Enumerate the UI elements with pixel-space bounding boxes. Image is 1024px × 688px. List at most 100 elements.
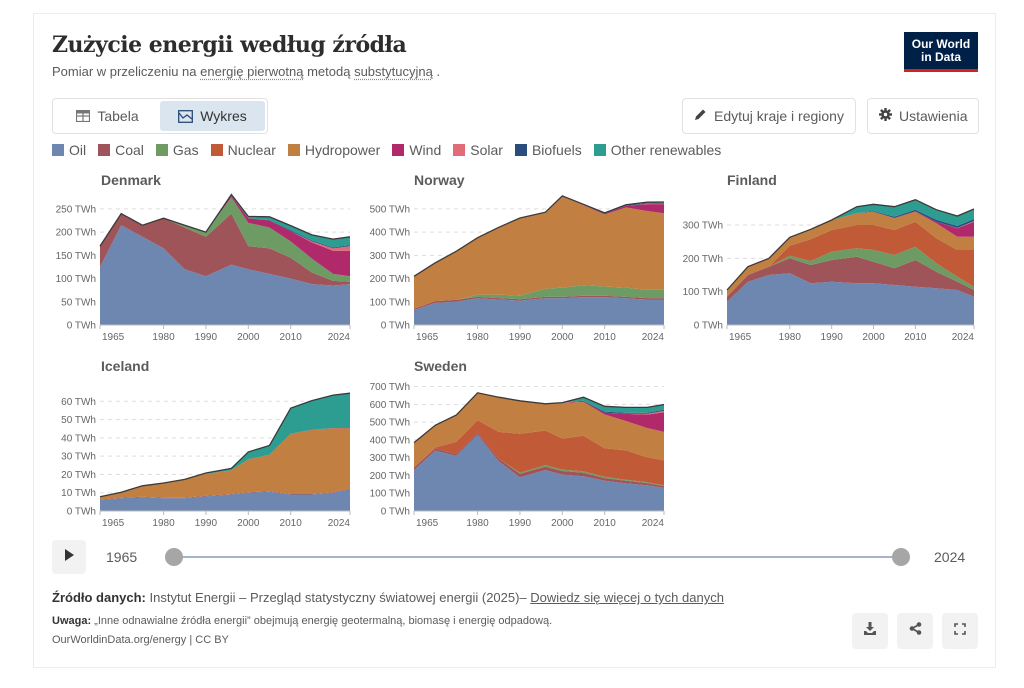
x-tick-label: 2000 [551, 332, 574, 343]
legend-swatch [392, 144, 405, 156]
area-oil[interactable] [414, 297, 664, 325]
timeline-start-handle[interactable] [165, 548, 183, 566]
legend-item-oil[interactable]: Oil [52, 142, 86, 158]
owid-logo[interactable]: Our World in Data [904, 32, 978, 72]
area-oil[interactable] [727, 273, 974, 325]
area-gas[interactable] [414, 285, 664, 309]
download-button[interactable] [852, 613, 888, 649]
note-label: Uwaga: [52, 615, 92, 627]
legend-item-hydropower[interactable]: Hydropower [287, 142, 380, 158]
x-tick-label: 1990 [509, 518, 532, 529]
area-other-renewables[interactable] [414, 195, 664, 277]
legend-label: Solar [470, 142, 503, 158]
panel-title-sweden: Sweden [414, 358, 467, 374]
area-coal[interactable] [100, 213, 350, 286]
x-tick-label: 2024 [328, 518, 351, 529]
area-hydropower[interactable] [414, 392, 664, 468]
y-tick-label: 40 TWh [61, 433, 96, 444]
legend-item-coal[interactable]: Coal [98, 142, 144, 158]
y-tick-label: 100 TWh [370, 297, 410, 308]
area-coal[interactable] [414, 295, 664, 310]
tab-chart[interactable]: Wykres [160, 101, 265, 131]
play-button[interactable] [52, 540, 86, 574]
area-gas[interactable] [100, 197, 350, 282]
area-other-renewables[interactable] [100, 194, 350, 248]
y-tick-label: 250 TWh [56, 204, 96, 215]
area-coal[interactable] [414, 432, 664, 488]
total-outline [99, 392, 351, 498]
share-button[interactable] [897, 613, 933, 649]
legend-swatch [210, 144, 223, 156]
x-tick-label: 2024 [642, 332, 665, 343]
legend-label: Wind [409, 142, 442, 158]
x-tick-label: 1980 [152, 332, 175, 343]
chart-icon [178, 109, 194, 123]
legend-item-wind[interactable]: Wind [392, 142, 441, 158]
y-tick-label: 50 TWh [61, 297, 96, 308]
area-nuclear[interactable] [727, 221, 974, 297]
legend-swatch [98, 144, 111, 156]
x-tick-label: 1980 [779, 332, 802, 343]
area-oil[interactable] [414, 434, 664, 511]
legend-item-other-renewables[interactable]: Other renewables [593, 142, 722, 158]
legend-swatch [453, 144, 466, 156]
x-tick-label: 2010 [904, 332, 927, 343]
y-tick-label: 200 TWh [56, 228, 96, 239]
area-hydropower[interactable] [414, 195, 664, 309]
y-tick-label: 50 TWh [61, 415, 96, 426]
license-line[interactable]: OurWorldinData.org/energy | CC BY [52, 634, 229, 646]
area-coal[interactable] [727, 256, 974, 302]
area-nuclear[interactable] [414, 420, 664, 486]
x-tick-label: 2010 [280, 518, 303, 529]
y-tick-label: 0 TWh [381, 321, 410, 332]
view-tabs: Tabela Wykres [52, 98, 268, 134]
legend-item-gas[interactable]: Gas [155, 142, 199, 158]
share-icon [909, 622, 922, 640]
primary-energy-link[interactable]: energię pierwotną [200, 64, 304, 79]
x-tick-label: 2010 [594, 332, 617, 343]
y-tick-label: 200 TWh [370, 274, 410, 285]
timeline: 1965 2024 [52, 540, 982, 574]
panel-title-iceland: Iceland [101, 358, 150, 374]
source-label: Źródło danych: [52, 590, 146, 605]
fullscreen-button[interactable] [942, 613, 978, 649]
learn-more-link[interactable]: Dowiedz się więcej o tych danych [530, 590, 724, 605]
y-tick-label: 30 TWh [61, 452, 96, 463]
area-other-renewables[interactable] [100, 393, 350, 497]
timeline-end-handle[interactable] [892, 548, 910, 566]
legend-label: Other renewables [610, 142, 722, 158]
y-tick-label: 300 TWh [370, 251, 410, 262]
y-tick-label: 500 TWh [370, 204, 410, 215]
substitution-method-link[interactable]: substytucyjną [354, 64, 433, 79]
legend-swatch [514, 144, 527, 156]
area-hydropower[interactable] [100, 428, 350, 500]
legend-item-solar[interactable]: Solar [453, 142, 503, 158]
legend-label: Biofuels [531, 142, 582, 158]
edit-countries-label: Edytuj kraje i regiony [714, 108, 844, 124]
tab-table[interactable]: Tabela [55, 101, 160, 131]
x-tick-label: 1980 [466, 332, 489, 343]
chart-frame [33, 13, 996, 668]
legend-label: Oil [69, 142, 87, 158]
pencil-icon [694, 108, 707, 124]
legend-item-biofuels[interactable]: Biofuels [514, 142, 582, 158]
gear-icon [879, 108, 892, 124]
x-tick-label: 1965 [102, 518, 125, 529]
area-oil[interactable] [100, 225, 350, 325]
legend-item-nuclear[interactable]: Nuclear [210, 142, 276, 158]
x-tick-label: 2010 [280, 332, 303, 343]
edit-countries-button[interactable]: Edytuj kraje i regiony [682, 98, 856, 134]
y-tick-label: 200 TWh [370, 471, 410, 482]
timeline-track[interactable] [174, 556, 901, 558]
settings-button[interactable]: Ustawienia [867, 98, 980, 134]
x-tick-label: 2024 [952, 332, 975, 343]
x-tick-label: 1980 [152, 518, 175, 529]
area-coal[interactable] [100, 488, 350, 501]
x-tick-label: 2010 [594, 518, 617, 529]
area-oil[interactable] [100, 489, 350, 511]
area-hydropower[interactable] [727, 211, 974, 297]
panel-title-norway: Norway [414, 172, 465, 188]
timeline-end-label: 2024 [934, 549, 966, 565]
legend-label: Nuclear [227, 142, 276, 158]
area-gas[interactable] [727, 246, 974, 297]
